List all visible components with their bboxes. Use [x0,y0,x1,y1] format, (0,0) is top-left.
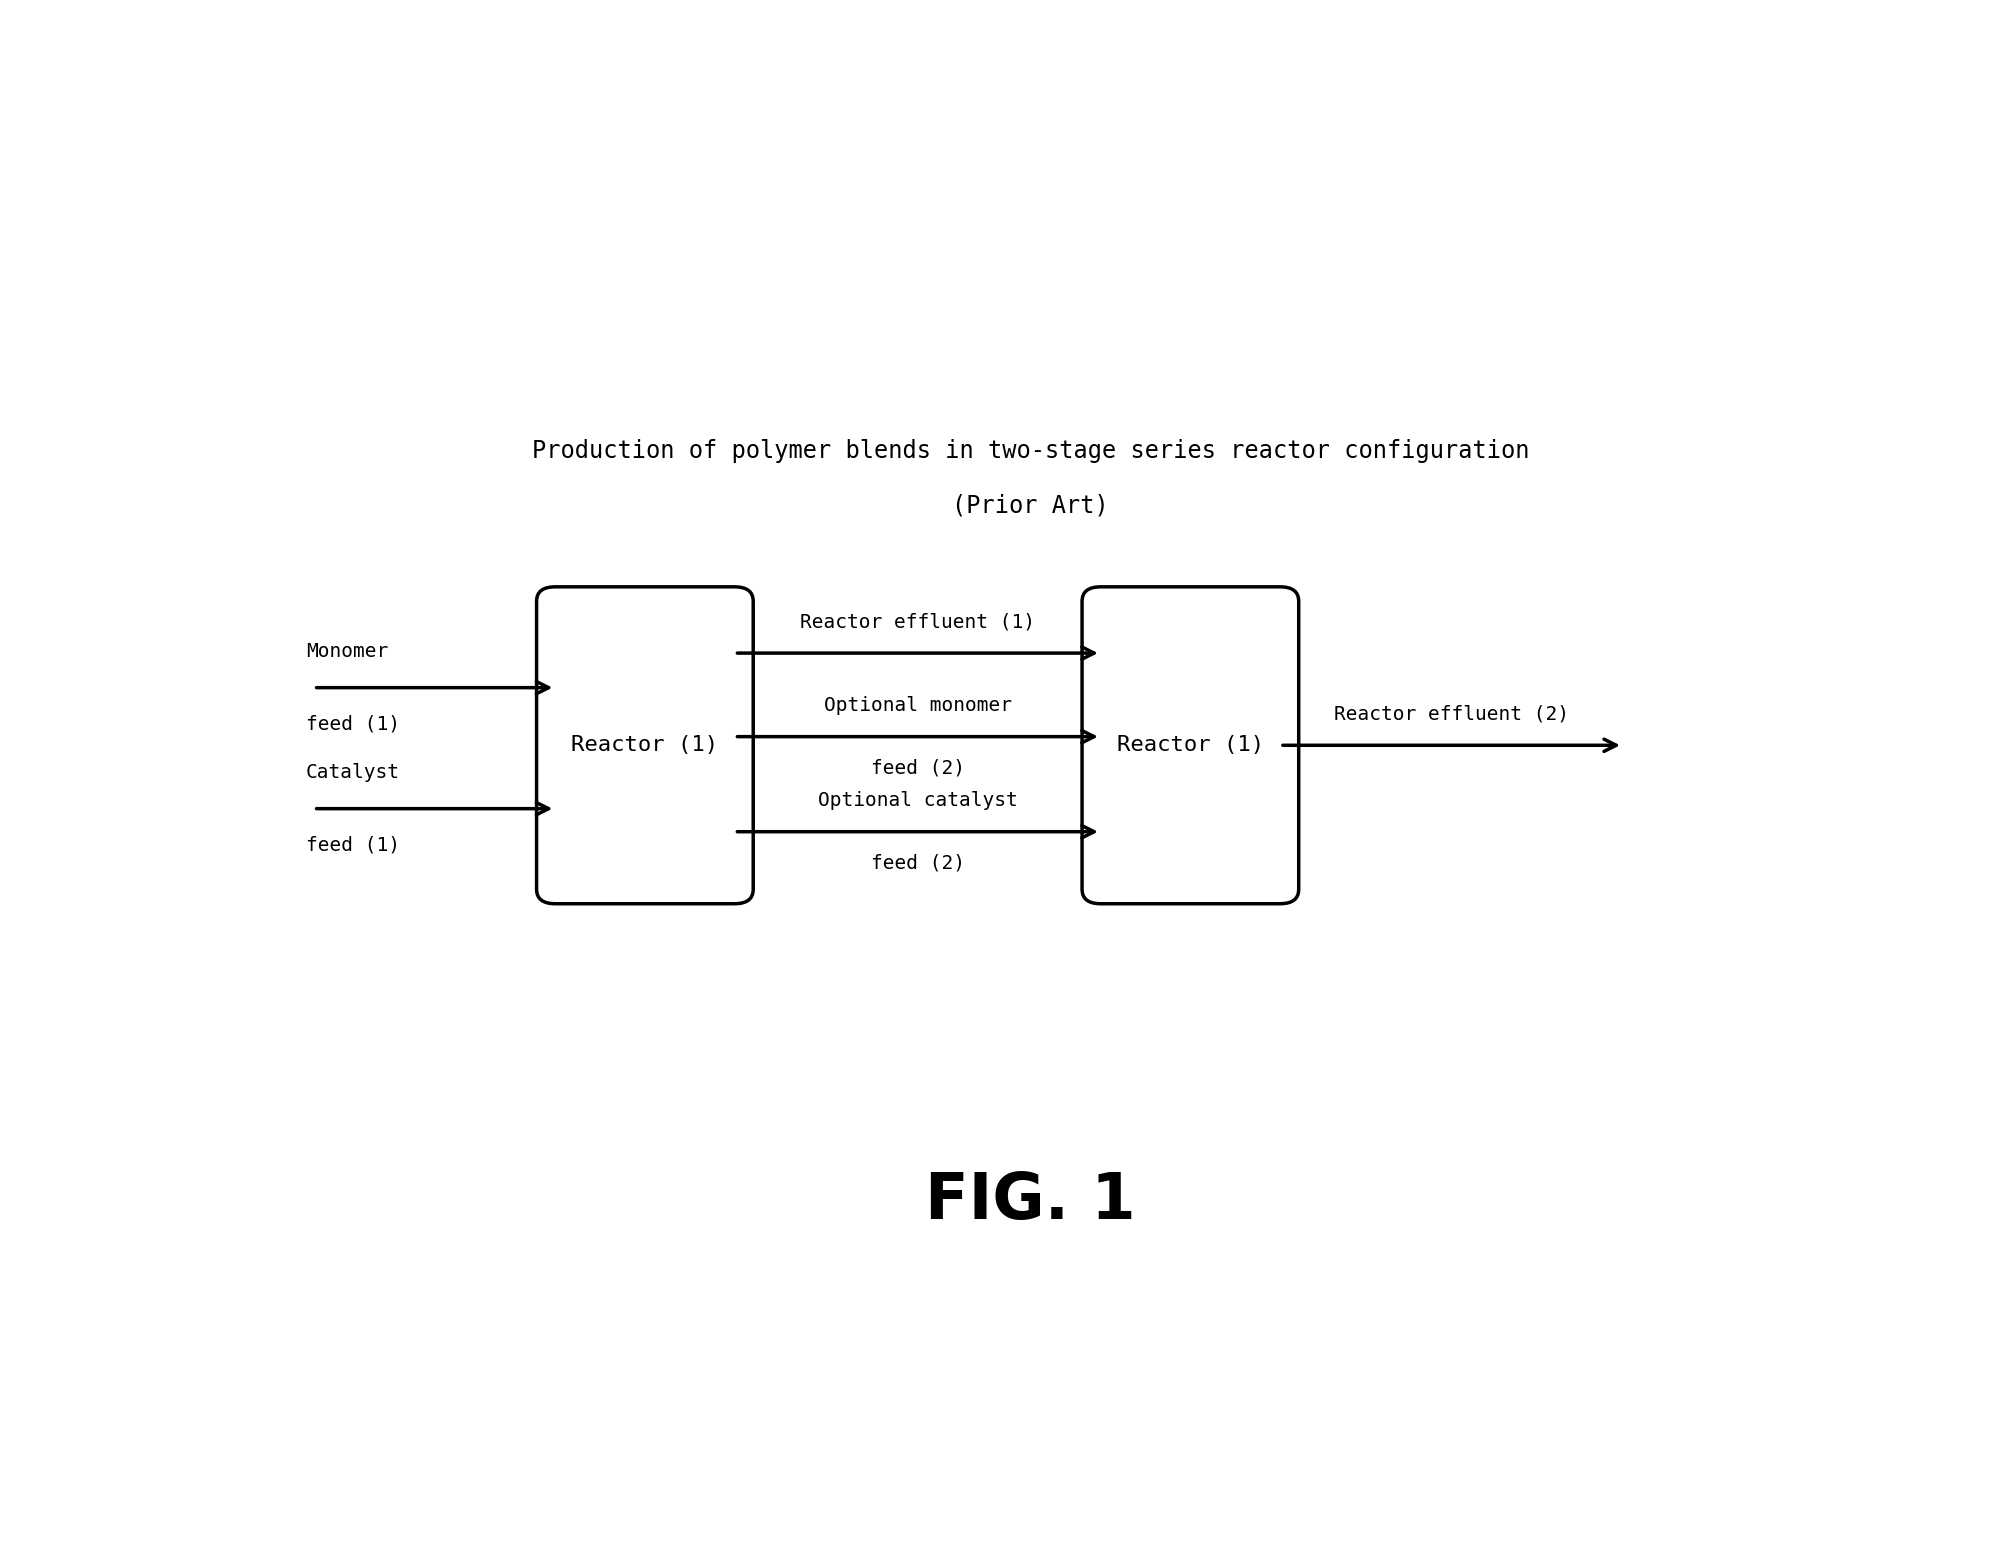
Text: Reactor effluent (1): Reactor effluent (1) [800,613,1036,631]
FancyBboxPatch shape [537,586,754,904]
Text: feed (2): feed (2) [871,758,965,778]
Text: Reactor (1): Reactor (1) [571,736,718,755]
Text: feed (1): feed (1) [306,836,400,854]
FancyBboxPatch shape [1082,586,1299,904]
Text: Optional monomer: Optional monomer [825,695,1012,716]
Text: Production of polymer blends in two-stage series reactor configuration: Production of polymer blends in two-stag… [531,440,1530,463]
Text: Reactor effluent (2): Reactor effluent (2) [1333,705,1569,723]
Text: feed (1): feed (1) [306,714,400,733]
Text: feed (2): feed (2) [871,853,965,873]
Text: Catalyst: Catalyst [306,764,400,783]
Text: Reactor (1): Reactor (1) [1116,736,1265,755]
Text: Monomer: Monomer [306,642,388,661]
Text: Optional catalyst: Optional catalyst [818,790,1018,811]
Text: (Prior Art): (Prior Art) [953,493,1108,518]
Text: FIG. 1: FIG. 1 [925,1171,1136,1233]
